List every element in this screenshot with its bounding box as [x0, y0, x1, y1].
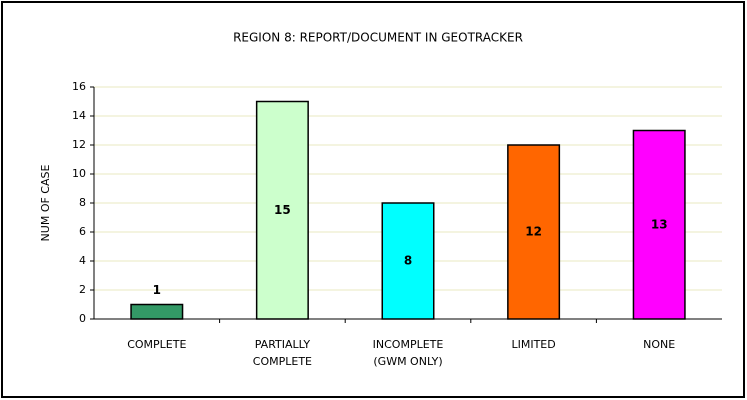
value-label: 13 — [651, 217, 668, 231]
y-tick-label: 10 — [72, 167, 86, 180]
y-axis-label: NUM OF CASE — [39, 165, 52, 242]
bar — [255, 100, 309, 320]
bar — [507, 144, 561, 320]
y-tick-label: 8 — [79, 196, 86, 209]
y-tick-label: 14 — [72, 109, 86, 122]
x-tick-label: NONE — [643, 338, 675, 351]
chart-title: REGION 8: REPORT/DOCUMENT IN GEOTRACKER — [233, 31, 523, 45]
y-tick-label: 2 — [79, 283, 86, 296]
y-tick-label: 4 — [79, 254, 86, 267]
y-tick-label: 16 — [72, 80, 86, 93]
bar — [130, 303, 184, 320]
y-tick-label: 6 — [79, 225, 86, 238]
x-tick-label: INCOMPLETE (GWM ONLY) — [373, 338, 444, 368]
value-label: 1 — [153, 283, 161, 297]
x-tick-label: PARTIALLY COMPLETE — [253, 338, 312, 368]
bar — [632, 129, 686, 320]
value-label: 8 — [404, 254, 412, 268]
bar — [381, 202, 435, 320]
y-tick-label: 0 — [79, 312, 86, 325]
value-label: 15 — [274, 203, 291, 217]
x-tick-label: LIMITED — [511, 338, 555, 351]
value-label: 12 — [525, 225, 542, 239]
x-tick-label: COMPLETE — [127, 338, 186, 351]
y-tick-label: 12 — [72, 138, 86, 151]
